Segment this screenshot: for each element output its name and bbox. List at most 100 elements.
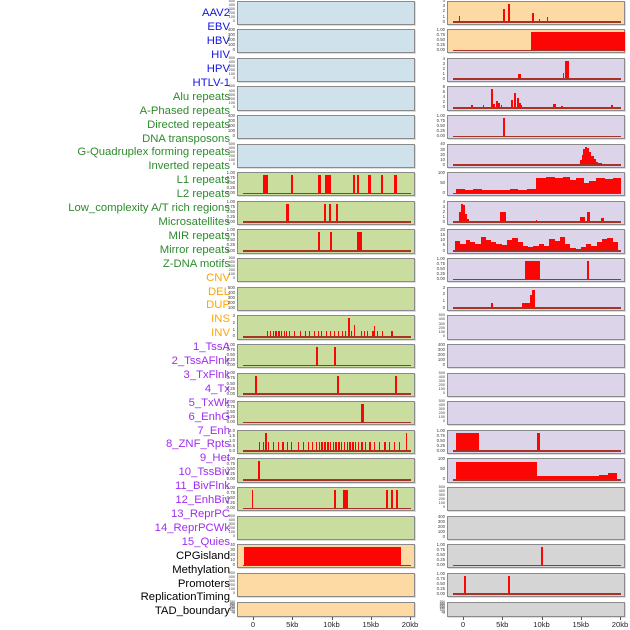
track-panel	[237, 229, 415, 254]
data-bar	[333, 346, 337, 367]
y-axis-tick-label: 500	[228, 84, 235, 89]
track-label: 6_EnhG	[188, 410, 230, 423]
track-label: 9_Het	[199, 452, 230, 465]
data-bar	[607, 237, 613, 252]
y-axis-tick-label: 100	[227, 127, 235, 133]
data-bar	[604, 178, 614, 195]
y-axis-tick-label: 1.00	[226, 484, 235, 490]
track-label: Directed repeats	[147, 118, 230, 131]
data-bar	[527, 189, 537, 195]
y-axis-tick-label: 0	[443, 611, 445, 616]
y-axis-tick-label: 100	[228, 72, 235, 76]
data-bar	[522, 245, 529, 252]
track-baseline	[453, 307, 622, 309]
y-axis-tick-label: 200	[228, 268, 235, 273]
data-bar	[518, 102, 521, 109]
data-bar	[565, 243, 571, 252]
y-axis-tick-label: 0.00	[226, 218, 235, 224]
track-label: 5_TxWk	[188, 396, 230, 409]
track-label: Methylation	[172, 563, 230, 576]
data-bar	[502, 117, 505, 138]
track-panel	[237, 114, 415, 140]
data-bar	[512, 237, 518, 252]
data-bar	[302, 442, 305, 452]
y-axis-tick-label: 100	[437, 456, 445, 462]
y-axis-tick-label: 200	[437, 351, 445, 357]
y-axis-tick-label: 500	[438, 313, 445, 318]
track-panel	[447, 29, 626, 54]
x-axis-label: 15kb	[362, 620, 379, 629]
track-baseline	[453, 106, 622, 109]
y-axis-tick-label: 3	[442, 284, 445, 290]
data-bar	[396, 490, 398, 510]
data-bar	[521, 302, 531, 309]
x-axis-tick	[463, 616, 465, 620]
data-bar	[499, 211, 506, 224]
y-axis-tick-label: 6	[442, 89, 445, 95]
track-baseline	[453, 135, 622, 138]
data-bar	[553, 103, 556, 109]
track-panel	[237, 172, 415, 197]
y-axis-tick-label: 0	[442, 247, 445, 253]
y-axis-tick-label: 400	[228, 88, 235, 93]
data-bar	[267, 331, 269, 338]
x-axis-label: 20kb	[401, 620, 419, 629]
y-axis-tick-label: 300	[228, 149, 235, 154]
data-bar	[536, 475, 601, 481]
data-bar	[389, 442, 391, 452]
data-bar	[313, 331, 316, 338]
y-axis-tick-label: 400	[228, 2, 235, 7]
data-bar	[588, 181, 596, 195]
data-bar	[391, 490, 394, 510]
y-axis-tick-label: 1.0	[229, 437, 235, 443]
data-bar	[355, 442, 357, 452]
track-label: INV	[211, 327, 230, 340]
y-axis-tick-label: 400	[437, 341, 445, 347]
y-axis-tick-label: 0.25	[226, 213, 235, 219]
y-axis-tick-label: 0	[233, 611, 235, 616]
y-axis-tick-label: 300	[227, 117, 235, 123]
data-bar	[332, 442, 335, 452]
track-baseline	[243, 421, 412, 424]
y-axis-tick-label: 20	[440, 227, 445, 233]
data-bar	[518, 74, 521, 80]
y-axis-tick-label: 300	[438, 378, 445, 383]
track-label: Promoters	[177, 577, 230, 590]
data-bar	[330, 232, 332, 252]
track-baseline	[243, 250, 412, 252]
data-bar	[465, 239, 471, 252]
track-panel	[237, 57, 415, 82]
y-axis-tick-label: 1.00	[436, 112, 445, 118]
y-axis-tick-label: 1.00	[226, 227, 235, 233]
data-bar	[323, 203, 326, 224]
data-bar	[583, 149, 586, 166]
y-axis-tick-label: 200	[439, 604, 445, 609]
track-panel	[447, 0, 625, 25]
track-panel	[237, 143, 415, 168]
data-bar	[581, 155, 584, 166]
y-axis-tick-label: 100	[438, 415, 445, 420]
y-axis-tick-label: 100	[229, 608, 235, 613]
y-axis-tick-label: 0	[442, 75, 445, 81]
y-axis-tick-label: 0	[232, 562, 235, 568]
track-label: HTLV-1	[192, 76, 230, 89]
y-axis-tick-label: 0.25	[226, 471, 235, 477]
x-axis-label: 20kb	[611, 620, 629, 629]
y-axis-tick-label: 200	[438, 411, 445, 416]
track-label: MIR repeats	[168, 229, 230, 242]
y-axis-tick-label: 0	[442, 18, 445, 24]
y-axis-tick-label: 0.75	[436, 432, 445, 438]
data-bar	[533, 246, 539, 252]
x-axis-tick	[292, 616, 294, 620]
data-bar	[343, 442, 346, 452]
data-bar	[286, 442, 289, 452]
track-label: DEL	[208, 285, 230, 298]
data-bar	[317, 232, 320, 252]
data-bar	[472, 189, 482, 195]
data-bar	[554, 178, 564, 195]
y-axis-tick-label: 40	[230, 542, 235, 548]
y-axis-tick-label: 40	[440, 141, 445, 147]
data-bar	[321, 442, 323, 452]
data-bar	[480, 237, 486, 252]
data-bar	[315, 346, 319, 367]
